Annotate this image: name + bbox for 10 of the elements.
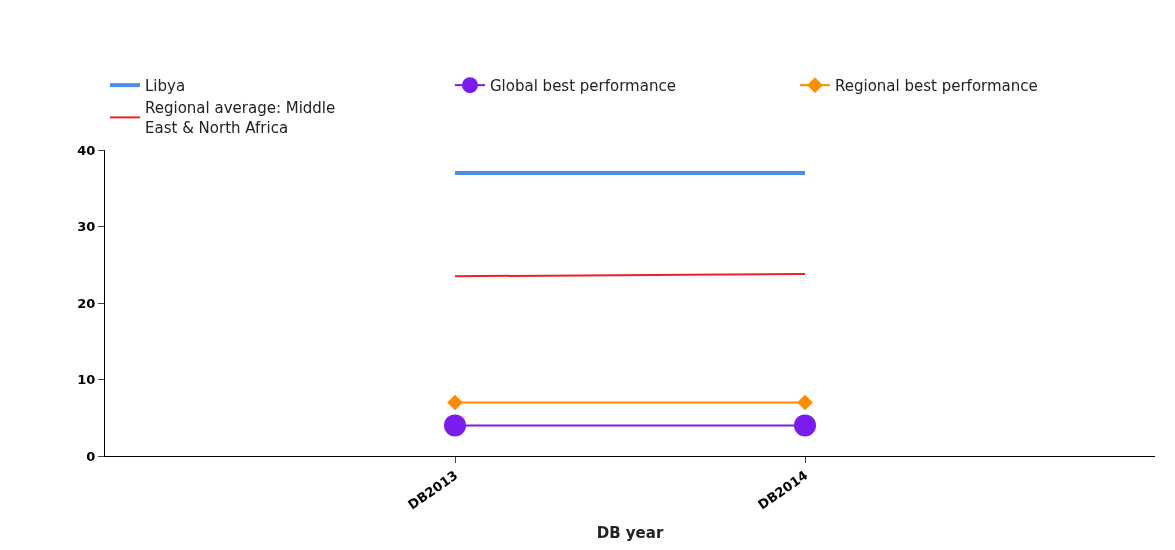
- y-tick-label: 30: [77, 219, 96, 235]
- y-tick-label: 10: [77, 372, 96, 388]
- legend-label: Libya: [145, 76, 186, 95]
- legend-label: Global best performance: [490, 76, 676, 95]
- y-tick-label: 40: [77, 142, 96, 158]
- y-tick-label: 20: [77, 295, 96, 311]
- legend-label: Regional best performance: [835, 76, 1038, 95]
- x-axis-title: DB year: [596, 523, 664, 542]
- y-tick-label: 0: [86, 448, 96, 464]
- legend-label: Regional average: Middle East & North Africa: [145, 99, 336, 137]
